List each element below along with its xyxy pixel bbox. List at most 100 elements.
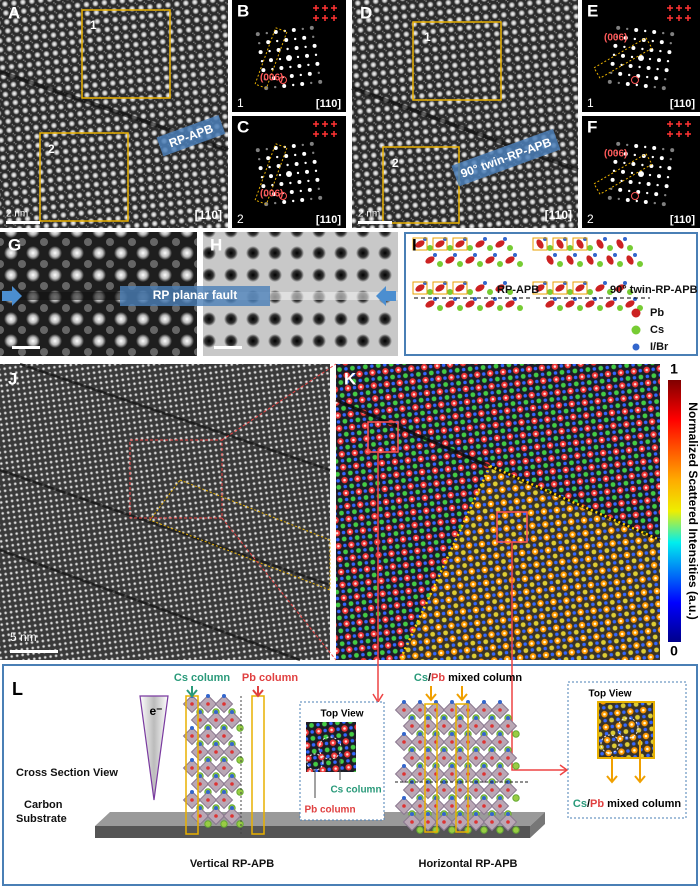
diffraction-spot bbox=[623, 35, 628, 40]
pb-atom bbox=[214, 750, 218, 754]
inset-title: Top View bbox=[589, 689, 632, 700]
pb-atom bbox=[190, 766, 194, 770]
column-label: Cs/Pb mixed column bbox=[573, 798, 681, 810]
diffraction-spot bbox=[615, 35, 618, 39]
diffraction-spot bbox=[284, 154, 289, 158]
halide-atom bbox=[190, 790, 194, 794]
diffraction-spot bbox=[261, 184, 266, 189]
diffraction-spot bbox=[318, 79, 323, 84]
halide-atom bbox=[190, 758, 194, 762]
octahedron bbox=[485, 300, 495, 308]
diffraction-spot bbox=[307, 179, 310, 183]
panel-f: (006) F 2 [110] bbox=[582, 116, 700, 228]
diffraction-spot bbox=[662, 31, 665, 35]
pb-atom bbox=[198, 782, 202, 786]
cs-atom bbox=[437, 261, 443, 267]
diffraction-spot bbox=[635, 199, 638, 203]
pb-atom bbox=[402, 708, 406, 712]
diffraction-spot bbox=[301, 27, 304, 31]
octahedron bbox=[566, 255, 574, 265]
electron-beam bbox=[139, 695, 169, 801]
cross-marker bbox=[676, 5, 682, 11]
cs-atom bbox=[204, 820, 212, 828]
octahedron bbox=[605, 300, 615, 308]
diffraction-spot bbox=[292, 199, 295, 203]
cross-marker bbox=[313, 121, 319, 127]
halide-atom bbox=[402, 732, 406, 736]
halide-atom bbox=[482, 796, 486, 800]
octahedron bbox=[475, 284, 485, 292]
halide-atom bbox=[230, 710, 234, 714]
colorbar-max: 1 bbox=[670, 361, 678, 377]
spot-box bbox=[254, 143, 288, 205]
colorbar bbox=[668, 380, 681, 642]
spot-box bbox=[593, 153, 653, 195]
pb-atom bbox=[418, 804, 422, 808]
pb-atom bbox=[482, 708, 486, 712]
model-label: 90° twin-RP-APB bbox=[610, 284, 698, 296]
halide-atom bbox=[490, 812, 494, 816]
diffraction-spot bbox=[286, 55, 292, 61]
diffraction-spot bbox=[318, 195, 323, 200]
cs-atom bbox=[587, 245, 593, 251]
pb-atom bbox=[418, 740, 422, 744]
diffraction-spot bbox=[274, 201, 277, 205]
pb-atom bbox=[474, 820, 478, 824]
cs-atom bbox=[587, 289, 593, 295]
pb-atom bbox=[474, 724, 478, 728]
spot-ring bbox=[631, 76, 639, 84]
cs-atom bbox=[480, 826, 488, 834]
cs-atom bbox=[577, 261, 583, 267]
pb-atom bbox=[206, 766, 210, 770]
diffraction-spot bbox=[664, 77, 667, 81]
pb-atom bbox=[442, 756, 446, 760]
octahedron bbox=[536, 239, 544, 249]
diffraction-spot bbox=[670, 32, 675, 37]
halide-atom bbox=[482, 764, 486, 768]
octahedron bbox=[576, 239, 584, 249]
halide-atom bbox=[222, 694, 226, 698]
diffraction-spot bbox=[289, 181, 292, 185]
halide-atom bbox=[458, 812, 462, 816]
substrate bbox=[530, 812, 545, 838]
highlight bbox=[617, 717, 639, 739]
halide-atom bbox=[206, 790, 210, 794]
pointer bbox=[314, 760, 341, 798]
cs-atom bbox=[567, 289, 573, 295]
octahedron bbox=[615, 284, 625, 292]
halide-atom bbox=[442, 780, 446, 784]
diffraction-spot bbox=[297, 63, 302, 68]
column-box bbox=[552, 281, 568, 295]
halide-atom bbox=[410, 812, 414, 816]
octahedron bbox=[505, 300, 515, 308]
halide-atom bbox=[473, 253, 477, 257]
halide-atom bbox=[483, 281, 487, 285]
panel-label: D bbox=[360, 3, 372, 22]
region-label: 2 bbox=[587, 212, 594, 226]
zone-axis: [110] bbox=[316, 214, 341, 226]
connector bbox=[377, 452, 566, 771]
diffraction-spot bbox=[667, 166, 672, 171]
scale-bar bbox=[12, 346, 40, 349]
colorbar-min: 0 bbox=[670, 643, 678, 659]
pb-atom bbox=[190, 702, 194, 706]
diffraction-spot bbox=[279, 66, 284, 71]
arrow bbox=[606, 740, 646, 784]
pb-atom bbox=[402, 740, 406, 744]
diffraction-spot bbox=[258, 157, 261, 161]
cs-atom bbox=[427, 245, 433, 251]
panel-label: B bbox=[237, 1, 249, 20]
highlight bbox=[600, 734, 620, 754]
halide-atom bbox=[442, 748, 446, 752]
cs-atom bbox=[557, 305, 563, 311]
region-label: 2 bbox=[237, 212, 244, 226]
scale-bar-label: 5 nm bbox=[10, 630, 37, 644]
octahedron bbox=[495, 284, 505, 292]
diffraction-spot bbox=[314, 169, 318, 173]
diffraction-spot bbox=[652, 146, 657, 151]
legend-marker bbox=[632, 343, 640, 351]
diffraction-spot bbox=[309, 25, 314, 30]
boundary bbox=[0, 468, 331, 587]
diffraction-spot bbox=[641, 163, 644, 167]
zoom-box bbox=[129, 439, 223, 519]
